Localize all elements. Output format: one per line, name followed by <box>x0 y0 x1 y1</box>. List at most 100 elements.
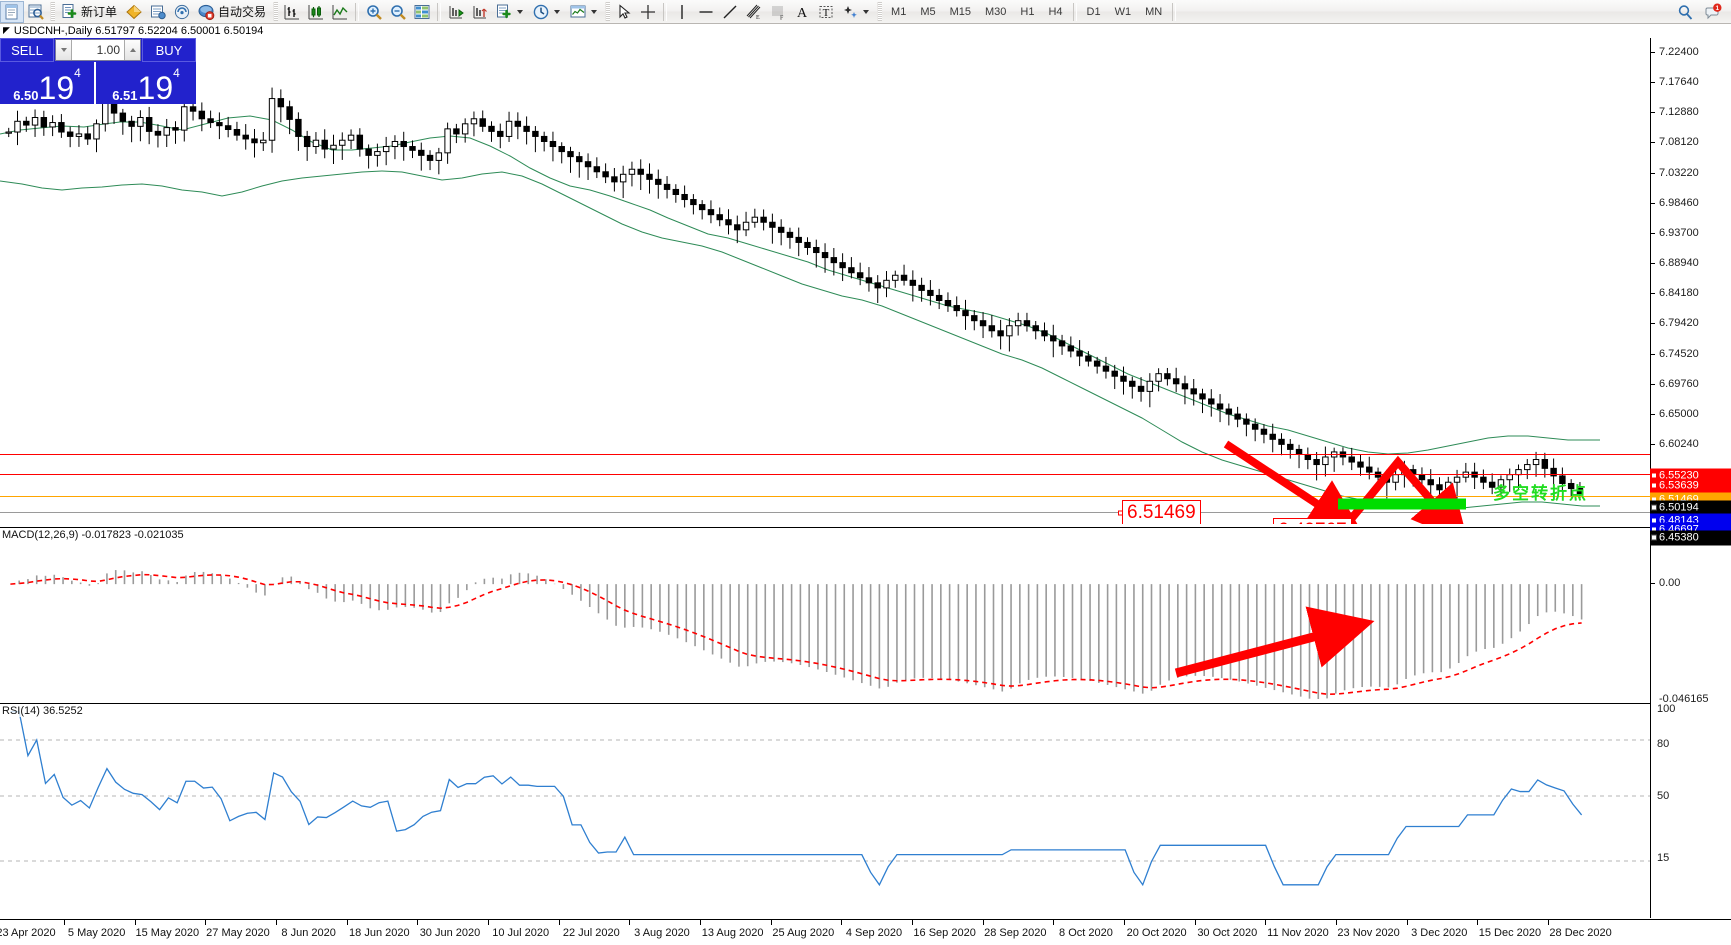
tab-timeframe-h4[interactable]: H4 <box>1048 5 1063 18</box>
tab-timeframe-w1[interactable]: W1 <box>1114 5 1132 18</box>
text-label-icon[interactable]: T <box>814 1 838 23</box>
level-handle[interactable] <box>1651 534 1657 541</box>
candle-body <box>1041 330 1048 337</box>
sell-price[interactable]: 6.50 19 4 <box>0 62 96 104</box>
tile-windows-icon[interactable] <box>410 1 434 23</box>
time-tick-label: 20 Oct 2020 <box>1126 927 1187 939</box>
candle-body <box>1190 388 1197 395</box>
chevron-down-icon-3[interactable] <box>591 9 598 14</box>
chart-collapse-icon[interactable]: ◤ <box>3 24 10 35</box>
candle-body <box>1199 393 1206 400</box>
tab-timeframe-m5[interactable]: M5 <box>920 5 936 18</box>
level-handle[interactable] <box>1651 472 1657 479</box>
candle-body <box>1050 335 1057 342</box>
time-tick-label: 30 Oct 2020 <box>1197 927 1258 939</box>
candle-body <box>935 294 943 301</box>
autotrading-button[interactable]: 自动交易 <box>194 1 271 23</box>
sell-button[interactable]: SELL <box>0 38 54 62</box>
candle-body <box>1287 443 1294 450</box>
annotation-turning-point[interactable]: 多空转折点 <box>1493 484 1588 504</box>
vertical-line-icon[interactable] <box>670 1 694 23</box>
volume-value[interactable]: 1.00 <box>96 43 120 57</box>
macd-tick-label: -0.046165 <box>1659 693 1709 705</box>
buy-price[interactable]: 6.51 19 4 <box>96 62 196 104</box>
time-tick-label: 23 Apr 2020 <box>0 927 56 939</box>
level-6-45380[interactable]: 6.45380 <box>1650 530 1731 546</box>
volume-dropdown-icon[interactable] <box>56 40 72 60</box>
macd-pane[interactable]: MACD(12,26,9) -0.017823 -0.021035 <box>0 527 1650 699</box>
auto-scroll-icon[interactable] <box>444 1 468 23</box>
rsi-pane[interactable]: RSI(14) 36.5252 <box>0 703 1650 893</box>
chevron-down-icon-4[interactable] <box>863 9 870 14</box>
chevron-down-icon[interactable] <box>517 9 524 14</box>
tab-timeframe-d1[interactable]: D1 <box>1086 5 1101 18</box>
candle-body <box>971 315 978 322</box>
price-pane[interactable]: 6.51469 6.49767 多空转折点 <box>0 38 1650 524</box>
new-order-button[interactable]: 新订单 <box>57 1 122 23</box>
candle-body <box>391 140 399 148</box>
candle-body <box>1093 360 1101 367</box>
volume-spinner-up-icon[interactable] <box>124 40 140 60</box>
signals-icon[interactable] <box>146 1 170 23</box>
tab-timeframe-mn[interactable]: MN <box>1145 5 1163 18</box>
candle-body <box>532 130 539 137</box>
text-icon[interactable]: A <box>790 1 814 23</box>
annotation-price-649767[interactable]: 6.49767 <box>1273 518 1352 524</box>
search-icon[interactable] <box>1673 1 1697 23</box>
candle-body <box>821 252 829 259</box>
candlestick-chart-icon[interactable] <box>304 1 328 23</box>
candle-body <box>1234 413 1241 420</box>
main-toolbar[interactable]: 新订单 自动交易 <box>0 0 1731 24</box>
time-tick-mark <box>1406 920 1408 925</box>
candle-body <box>1322 456 1329 466</box>
market-watch-icon[interactable] <box>24 1 48 23</box>
candle-body <box>611 176 618 183</box>
fibonacci-retracement-icon[interactable]: F <box>766 1 790 23</box>
periods-icon[interactable] <box>529 1 566 23</box>
current-bid-level[interactable]: 6.50194 <box>1650 500 1731 516</box>
vps-icon[interactable] <box>170 1 194 23</box>
bar-chart-icon[interactable] <box>280 1 304 23</box>
time-tick-label: 3 Dec 2020 <box>1411 927 1468 939</box>
candle-body <box>14 120 21 133</box>
new-window-icon[interactable] <box>0 0 24 23</box>
equidistant-channel-icon[interactable]: E <box>742 1 766 23</box>
price-tick-label: 6.65000 <box>1659 408 1699 421</box>
crosshair-icon[interactable] <box>636 1 660 23</box>
tab-timeframe-m1[interactable]: M1 <box>891 5 907 18</box>
mql5-community-icon[interactable] <box>122 1 146 23</box>
objects-icon[interactable] <box>838 1 875 23</box>
trendline-icon[interactable] <box>718 1 742 23</box>
svg-text:F: F <box>780 15 784 21</box>
annotation-price-651469[interactable]: 6.51469 <box>1118 500 1201 524</box>
tab-timeframe-m30[interactable]: M30 <box>985 5 1007 18</box>
templates-icon[interactable] <box>566 1 603 23</box>
level-handle[interactable] <box>1651 482 1657 489</box>
candle-body <box>1243 418 1250 425</box>
candle-body <box>40 117 48 128</box>
level-handle[interactable] <box>1651 504 1657 511</box>
buy-button[interactable]: BUY <box>142 38 196 62</box>
price-axis[interactable]: 7.22400 7.17640 7.12880 7.08120 7.03220 6.984… <box>1650 38 1731 918</box>
one-click-trading-panel[interactable]: SELL 1.00 BUY 6.50 19 4 <box>0 38 196 104</box>
zoom-in-icon[interactable] <box>362 1 386 23</box>
volume-stepper[interactable]: 1.00 <box>55 39 141 61</box>
notifications-icon[interactable]: 1 <box>1701 1 1725 23</box>
candle-body <box>655 178 662 185</box>
tab-timeframe-h1[interactable]: H1 <box>1020 5 1035 18</box>
indicators-icon[interactable] <box>492 1 529 23</box>
price-chart-svg <box>0 87 1600 509</box>
time-tick-label: 5 May 2020 <box>67 927 126 939</box>
chart-window[interactable]: ◤ USDCNH-,Daily 6.51797 6.52204 6.50001 … <box>0 24 1731 945</box>
horizontal-line-icon[interactable] <box>694 1 718 23</box>
level-6-53639[interactable]: 6.53639 <box>1650 478 1731 494</box>
tab-timeframe-m15[interactable]: M15 <box>949 5 971 18</box>
time-axis[interactable]: 23 Apr 2020 5 May 2020 15 May 2020 27 May 2… <box>0 919 1731 945</box>
cursor-icon[interactable] <box>612 1 636 23</box>
zoom-out-icon[interactable] <box>386 1 410 23</box>
line-chart-icon[interactable] <box>328 1 352 23</box>
candle-body <box>1330 451 1338 458</box>
chart-shift-icon[interactable] <box>468 1 492 23</box>
time-tick-label: 15 May 2020 <box>135 927 200 939</box>
chevron-down-icon-2[interactable] <box>554 9 561 14</box>
